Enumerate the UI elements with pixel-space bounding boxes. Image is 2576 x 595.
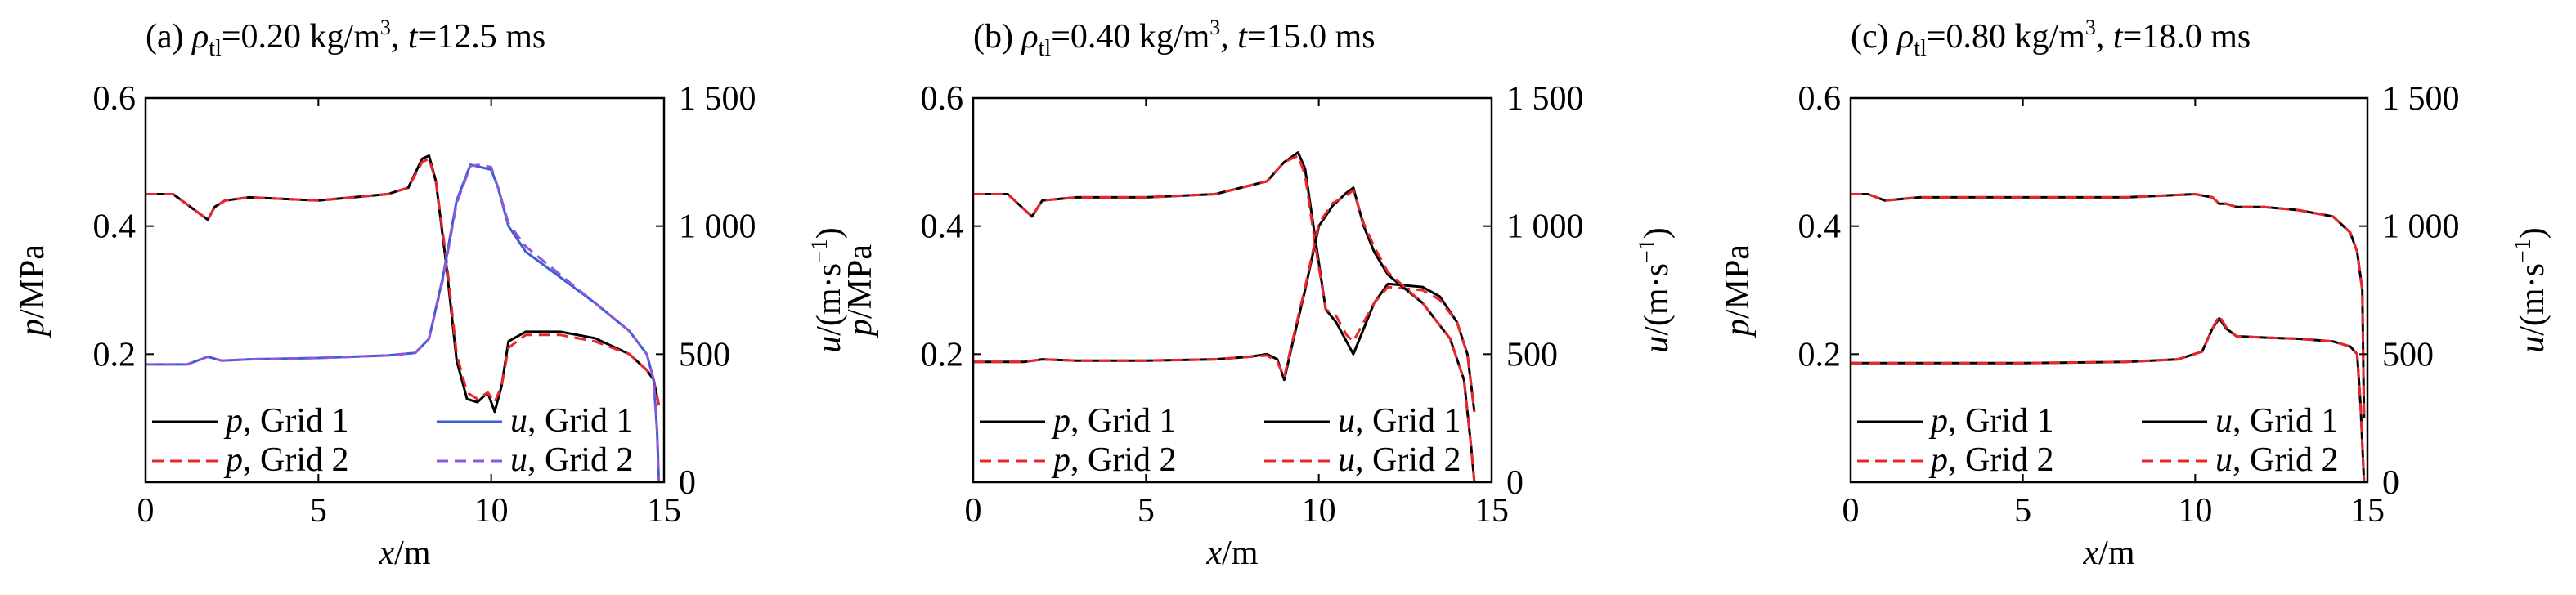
x-tick-label: 10 [1302,492,1336,530]
series-p-grid-1 [1851,193,2366,418]
y-left-axis-label: p/MPa [841,244,879,338]
y-left-tick-label: 0.2 [921,336,964,374]
y-right-tick-label: 0 [679,464,696,502]
panel-title: (c) ρtl=0.80 kg/m3, t=18.0 ms [1851,16,2251,61]
y-right-tick-label: 1 500 [679,80,756,118]
series-p-grid-1 [146,154,661,414]
x-tick-label: 15 [2350,492,2385,530]
legend-entry: p, Grid 1 [1928,402,2054,440]
y-right-axis-label: u/(m·s−1) [1635,227,1676,352]
legend: p, Grid 1 u, Grid 1 p, Grid 2 u, Grid 2 [152,402,634,479]
y-left-tick-label: 0.4 [1798,208,1842,246]
y-right-tick-label: 1 000 [2382,208,2460,246]
x-tick-label: 0 [965,492,982,530]
x-tick-label: 0 [137,492,155,530]
y-left-tick-label: 0.6 [1798,80,1842,118]
legend-entry: u, Grid 1 [2215,402,2339,440]
legend-entry: p, Grid 1 [1051,402,1177,440]
y-right-tick-label: 1 000 [1506,208,1584,246]
panel-title: (a) ρtl=0.20 kg/m3, t=12.5 ms [146,16,545,61]
legend-entry: p, Grid 1 [223,402,349,440]
legend-entry: p, Grid 2 [223,441,349,479]
y-right-tick-label: 0 [2382,464,2399,502]
y-right-axis-label: u/(m·s−1) [2511,227,2551,352]
series-p-grid-2 [146,157,661,406]
panel-0: (a) ρtl=0.20 kg/m3, t=12.5 ms 0 5 10 15 0.2 0.… [14,16,848,572]
legend-entry: u, Grid 1 [1338,402,1461,440]
series-u-grid-2 [973,189,1476,482]
x-tick-label: 5 [310,492,327,530]
legend-entry: u, Grid 2 [510,441,634,479]
y-right-tick-label: 500 [679,336,730,374]
x-tick-label: 0 [1842,492,1860,530]
y-left-tick-label: 0.4 [93,208,137,246]
x-tick-label: 15 [647,492,681,530]
y-left-tick-label: 0.6 [921,80,964,118]
x-tick-label: 15 [1474,492,1509,530]
y-right-tick-label: 1 500 [1506,80,1584,118]
plot-frame [1849,96,2369,484]
y-left-tick-label: 0.2 [1798,336,1842,374]
x-tick-label: 10 [474,492,509,530]
x-axis-label: x/m [1206,535,1259,572]
legend-entry: p, Grid 2 [1051,441,1177,479]
y-right-tick-label: 1 500 [2382,80,2460,118]
legend-entry: u, Grid 2 [2215,441,2339,479]
y-right-tick-label: 1 000 [679,208,756,246]
x-tick-label: 5 [2014,492,2031,530]
panel-2: (c) ρtl=0.80 kg/m3, t=18.0 ms 0 5 10 15 0.2 0.… [1719,16,2551,572]
y-left-axis-label: p/MPa [1719,244,1757,338]
x-tick-label: 10 [2178,492,2212,530]
x-axis-label: x/m [379,535,431,572]
x-axis-label: x/m [2083,535,2135,572]
legend-entry: u, Grid 1 [510,402,634,440]
legend: p, Grid 1 u, Grid 1 p, Grid 2 u, Grid 2 [980,402,1461,479]
series-u-grid-2 [146,163,661,482]
y-left-tick-label: 0.4 [921,208,964,246]
panel-1: (b) ρtl=0.40 kg/m3, t=15.0 ms 0 5 10 15 0.2 0.… [841,16,1676,572]
panel-title: (b) ρtl=0.40 kg/m3, t=15.0 ms [973,16,1376,61]
y-left-tick-label: 0.2 [93,336,137,374]
x-tick-label: 5 [1138,492,1155,530]
series-p-grid-2 [1851,193,2366,418]
y-right-tick-label: 500 [1506,336,1558,374]
series-p-grid-2 [973,154,1476,412]
plot-frame [144,96,666,484]
y-right-tick-label: 0 [1506,464,1524,502]
plot-frame [972,96,1493,484]
legend: p, Grid 1 u, Grid 1 p, Grid 2 u, Grid 2 [1857,402,2339,479]
legend-entry: u, Grid 2 [1338,441,1461,479]
y-right-axis-label: u/(m·s−1) [807,227,848,352]
y-right-tick-label: 500 [2382,336,2434,374]
y-left-tick-label: 0.6 [93,80,137,118]
y-left-axis-label: p/MPa [14,244,52,338]
series-u-grid-2 [1851,314,2366,482]
legend-entry: p, Grid 2 [1928,441,2054,479]
